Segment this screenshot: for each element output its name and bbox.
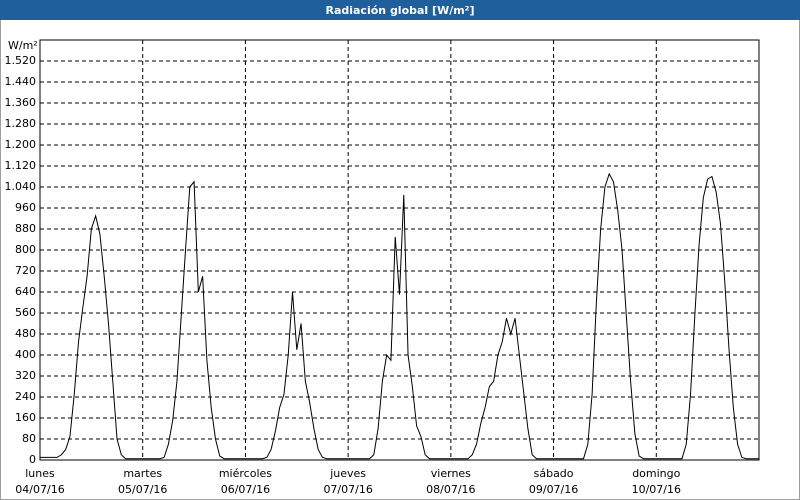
x-tick-label: domingo — [632, 467, 680, 480]
x-tick-label: viernes — [431, 467, 471, 480]
y-tick-label: 1.280 — [5, 117, 37, 130]
y-tick-label: 880 — [15, 222, 36, 235]
title-bar — [0, 0, 800, 20]
x-tick-date: 07/07/16 — [323, 483, 372, 496]
y-tick-label: 1.440 — [5, 75, 37, 88]
y-tick-label: 320 — [15, 369, 36, 382]
y-tick-label: 720 — [15, 264, 36, 277]
y-tick-label: 0 — [29, 453, 36, 466]
x-tick-label: miércoles — [219, 467, 272, 480]
y-tick-label: 160 — [15, 411, 36, 424]
y-tick-label: 960 — [15, 201, 36, 214]
y-tick-label: 1.120 — [5, 159, 37, 172]
y-tick-label: 640 — [15, 285, 36, 298]
x-tick-date: 09/07/16 — [529, 483, 578, 496]
x-tick-label: sábado — [534, 467, 574, 480]
y-tick-label: 560 — [15, 306, 36, 319]
x-tick-label: martes — [123, 467, 162, 480]
x-tick-date: 08/07/16 — [426, 483, 475, 496]
x-tick-date: 06/07/16 — [221, 483, 270, 496]
y-tick-label: 1.520 — [5, 54, 37, 67]
y-tick-label: 400 — [15, 348, 36, 361]
x-tick-date: 10/07/16 — [632, 483, 681, 496]
x-tick-date: 05/07/16 — [118, 483, 167, 496]
x-tick-label: lunes — [25, 467, 55, 480]
chart-title: Radiación global [W/m²] — [325, 4, 474, 17]
x-tick-label: jueves — [329, 467, 366, 480]
y-tick-label: 80 — [22, 432, 36, 445]
series-line — [40, 172, 759, 460]
y-tick-label: 800 — [15, 243, 36, 256]
y-tick-label: 1.360 — [5, 96, 37, 109]
y-unit: W/m² — [8, 39, 38, 52]
y-tick-label: 1.040 — [5, 180, 37, 193]
x-tick-date: 04/07/16 — [15, 483, 64, 496]
y-tick-label: 1.200 — [5, 138, 37, 151]
y-tick-label: 240 — [15, 390, 36, 403]
y-tick-label: 480 — [15, 327, 36, 340]
